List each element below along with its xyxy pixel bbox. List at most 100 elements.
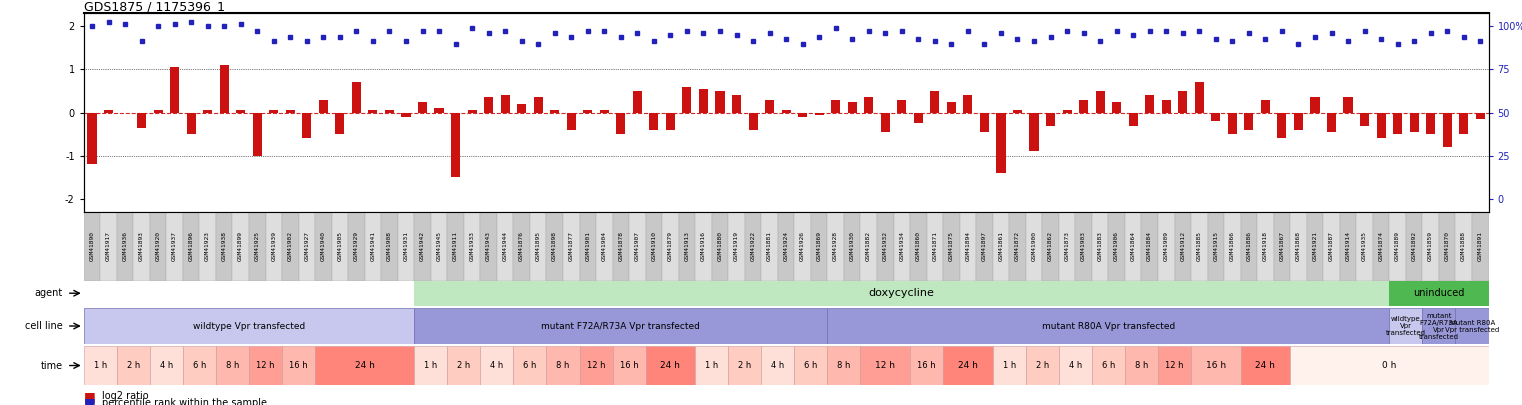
Text: uninduced: uninduced	[1414, 288, 1464, 298]
Text: GSM41870: GSM41870	[1444, 231, 1449, 261]
Bar	[881, 113, 890, 132]
Bar	[600, 111, 609, 113]
Bar	[715, 91, 724, 113]
Text: GSM41930: GSM41930	[849, 231, 855, 261]
Bar	[1476, 113, 1485, 119]
Text: GSM41935: GSM41935	[1362, 231, 1367, 261]
Bar	[612, 212, 629, 281]
Text: GSM41943: GSM41943	[486, 231, 492, 261]
Text: GSM41942: GSM41942	[420, 231, 425, 261]
Bar	[250, 346, 282, 385]
Bar	[1059, 346, 1091, 385]
Text: GSM41933: GSM41933	[470, 231, 475, 261]
Bar	[1059, 212, 1076, 281]
Text: doxycycline: doxycycline	[869, 288, 935, 298]
Text: GSM41914: GSM41914	[1345, 231, 1350, 261]
Text: time: time	[41, 360, 62, 371]
Bar	[1175, 212, 1192, 281]
Bar	[286, 111, 295, 113]
Bar	[1426, 113, 1435, 134]
Text: GSM41945: GSM41945	[437, 231, 441, 261]
Bar	[798, 113, 807, 117]
Bar	[1327, 113, 1336, 132]
Text: GSM41922: GSM41922	[750, 231, 755, 261]
Bar	[992, 346, 1026, 385]
Bar	[828, 308, 1390, 344]
Bar	[451, 113, 460, 177]
Text: GSM41916: GSM41916	[702, 231, 706, 261]
Text: GSM41937: GSM41937	[172, 231, 177, 261]
Bar	[1125, 346, 1158, 385]
Text: 8 h: 8 h	[557, 361, 569, 370]
Bar	[187, 113, 196, 134]
Bar	[1129, 113, 1138, 126]
Bar	[910, 346, 944, 385]
Bar	[1307, 212, 1323, 281]
Bar	[236, 111, 245, 113]
Bar	[1142, 212, 1158, 281]
Bar	[616, 113, 626, 134]
Bar	[414, 281, 1390, 306]
Text: GSM41886: GSM41886	[1247, 231, 1251, 261]
Bar	[250, 212, 265, 281]
Bar	[1224, 212, 1240, 281]
Text: GSM41927: GSM41927	[304, 231, 309, 261]
Bar	[1438, 212, 1455, 281]
Text: 1 h: 1 h	[94, 361, 107, 370]
Bar	[1096, 91, 1105, 113]
Text: GSM41888: GSM41888	[1461, 231, 1466, 261]
Text: GSM41871: GSM41871	[933, 231, 938, 261]
Bar	[87, 113, 96, 164]
Text: GSM41879: GSM41879	[668, 231, 673, 261]
Bar	[481, 346, 513, 385]
Bar	[134, 212, 149, 281]
Bar	[117, 346, 149, 385]
Text: cell line: cell line	[24, 321, 62, 331]
Bar	[219, 65, 228, 113]
Bar	[828, 212, 845, 281]
Bar	[814, 113, 823, 115]
Bar	[1376, 113, 1385, 139]
Bar	[1192, 212, 1207, 281]
Bar	[349, 212, 365, 281]
Bar	[1125, 212, 1142, 281]
Bar	[282, 346, 315, 385]
Bar	[149, 212, 166, 281]
Bar	[1390, 212, 1406, 281]
Bar	[434, 108, 443, 113]
Bar	[154, 111, 163, 113]
Bar	[402, 113, 411, 117]
Bar	[100, 212, 117, 281]
Text: GSM41925: GSM41925	[254, 231, 260, 261]
Text: 12 h: 12 h	[875, 361, 895, 370]
Text: GSM41864: GSM41864	[1131, 231, 1135, 261]
Bar	[1344, 98, 1353, 113]
Text: GSM41866: GSM41866	[1230, 231, 1234, 261]
Bar	[583, 111, 592, 113]
Bar	[712, 212, 728, 281]
Bar	[1274, 212, 1291, 281]
Bar	[549, 111, 559, 113]
Bar	[612, 346, 645, 385]
Text: 24 h: 24 h	[957, 361, 977, 370]
Bar	[744, 212, 761, 281]
Bar	[699, 89, 708, 113]
Bar	[183, 346, 216, 385]
Text: ■: ■	[84, 396, 96, 405]
Bar	[728, 346, 761, 385]
Text: GSM41944: GSM41944	[502, 231, 508, 261]
Bar	[513, 346, 546, 385]
Text: 16 h: 16 h	[289, 361, 307, 370]
Bar	[629, 212, 645, 281]
Bar	[1145, 95, 1154, 113]
Bar	[318, 100, 327, 113]
Text: 0 h: 0 h	[1382, 361, 1397, 370]
Text: GSM41892: GSM41892	[1411, 231, 1417, 261]
Bar	[980, 113, 989, 132]
Text: GSM41880: GSM41880	[717, 231, 723, 261]
Bar	[103, 111, 113, 113]
Bar	[431, 212, 447, 281]
Text: 6 h: 6 h	[193, 361, 205, 370]
Bar	[898, 100, 906, 113]
Text: 1 h: 1 h	[1003, 361, 1015, 370]
